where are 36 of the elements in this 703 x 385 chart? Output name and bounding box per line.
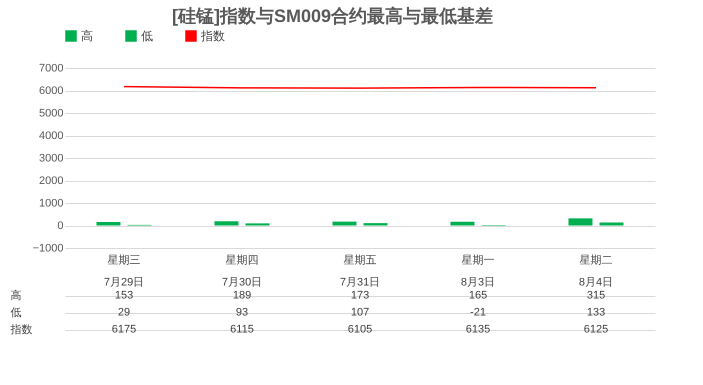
chart-title: [硅锰]指数与SM009合约最高与最低基差	[172, 6, 494, 26]
data-label: 6105	[348, 324, 372, 336]
text: 低	[10, 307, 22, 319]
y-tick-label: 0	[57, 220, 64, 232]
data-label: 315	[586, 290, 606, 302]
text: 高	[10, 290, 22, 302]
data-label: 6125	[584, 324, 608, 336]
legend-label: 高	[81, 29, 93, 43]
data-label: 133	[586, 306, 606, 318]
y-tick-label: 1000	[39, 198, 64, 210]
y-tick-label: 2000	[39, 175, 64, 187]
data-label: 153	[114, 290, 134, 302]
x-tick-label: 星期一 8月3日	[460, 254, 496, 288]
data-label: 189	[232, 290, 252, 302]
y-tick-label: 5000	[39, 108, 64, 120]
data-label: 107	[350, 306, 370, 318]
x-tick-label: 星期五 7月31日	[340, 254, 380, 288]
y-tick-label: 4000	[39, 130, 64, 142]
y-tick-label: 7000	[39, 62, 64, 74]
y-tick-label: 3000	[39, 152, 64, 164]
x-tick-label: 星期二 8月4日	[578, 254, 614, 288]
data-label: -21	[470, 306, 486, 318]
text: 指数	[10, 324, 32, 336]
legend-label: 低	[141, 29, 153, 43]
data-label: 173	[350, 290, 370, 302]
data-label: 6175	[112, 324, 136, 336]
data-label: 165	[468, 290, 488, 302]
x-tick-label: 星期四 7月30日	[222, 254, 262, 288]
y-tick-label: 6000	[39, 85, 64, 97]
y-tick-label: −1000	[32, 242, 64, 254]
data-label: 6115	[230, 324, 254, 336]
data-label: 6135	[466, 324, 490, 336]
x-tick-label: 星期三 7月29日	[104, 254, 144, 288]
data-label: 29	[118, 306, 130, 318]
legend-label: 指数	[200, 29, 225, 43]
data-label: 93	[236, 306, 248, 318]
